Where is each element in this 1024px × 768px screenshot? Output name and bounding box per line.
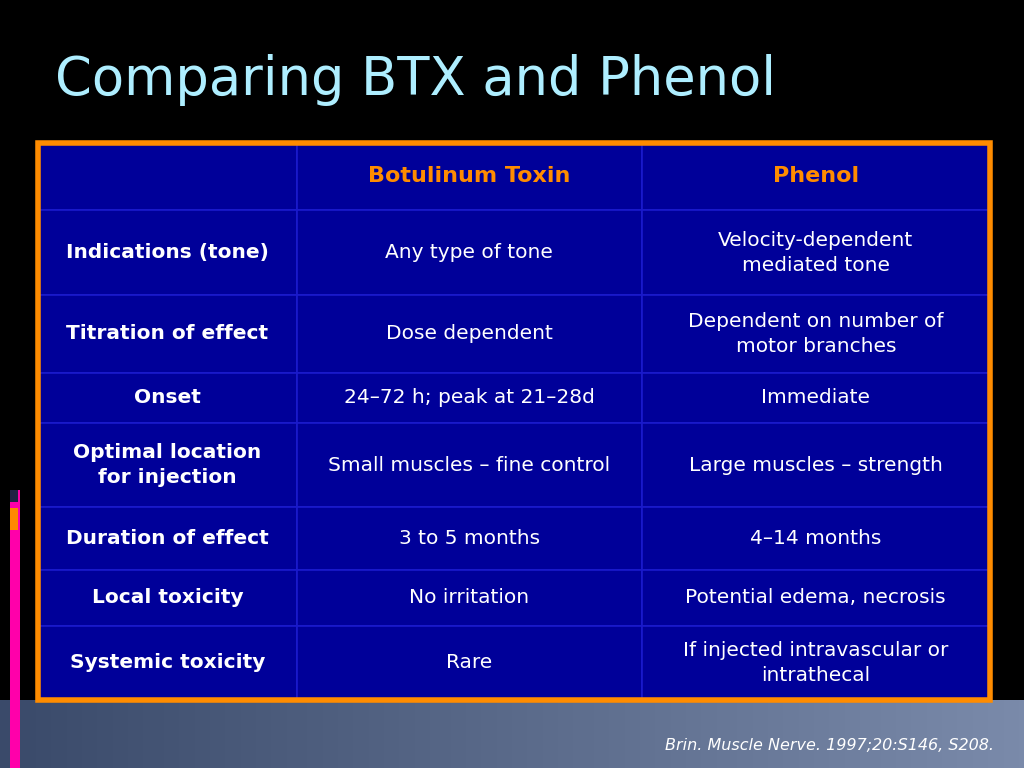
Text: Immediate: Immediate [761, 389, 870, 408]
Bar [38, 626, 297, 700]
Bar [38, 423, 297, 507]
Text: Titration of effect: Titration of effect [67, 324, 268, 343]
Bar [38, 570, 297, 626]
Text: Comparing BTX and Phenol: Comparing BTX and Phenol [55, 54, 776, 106]
Bar [297, 210, 642, 295]
Bar [297, 507, 642, 570]
Bar [642, 210, 990, 295]
Text: Indications (tone): Indications (tone) [66, 243, 269, 262]
Text: Systemic toxicity: Systemic toxicity [70, 654, 265, 672]
Bar [38, 295, 297, 372]
Bar [10, 490, 18, 502]
Text: Local toxicity: Local toxicity [92, 588, 244, 607]
Text: 3 to 5 months: 3 to 5 months [398, 529, 540, 548]
Text: Any type of tone: Any type of tone [385, 243, 553, 262]
Text: Optimal location
for injection: Optimal location for injection [74, 443, 261, 487]
Bar [642, 423, 990, 507]
Bar [10, 490, 20, 768]
Text: Potential edema, necrosis: Potential edema, necrosis [685, 588, 946, 607]
Bar [297, 295, 642, 372]
Text: Duration of effect: Duration of effect [67, 529, 269, 548]
Text: If injected intravascular or
intrathecal: If injected intravascular or intrathecal [683, 641, 948, 685]
Text: 4–14 months: 4–14 months [751, 529, 882, 548]
Text: Phenol: Phenol [773, 167, 859, 187]
Text: Dependent on number of
motor branches: Dependent on number of motor branches [688, 312, 943, 356]
Text: Small muscles – fine control: Small muscles – fine control [329, 455, 610, 475]
Bar [297, 626, 642, 700]
Text: Rare: Rare [446, 654, 493, 672]
Bar [297, 423, 642, 507]
Bar [297, 372, 642, 423]
Bar [38, 210, 297, 295]
Text: Brin. Muscle Nerve. 1997;20:S146, S208.: Brin. Muscle Nerve. 1997;20:S146, S208. [665, 739, 994, 753]
Bar [297, 143, 642, 210]
Text: Onset: Onset [134, 389, 201, 408]
Bar [38, 372, 297, 423]
Bar [642, 507, 990, 570]
Bar [642, 570, 990, 626]
Bar [642, 295, 990, 372]
Bar [38, 143, 297, 210]
Bar [297, 570, 642, 626]
Text: No irritation: No irritation [410, 588, 529, 607]
Text: Velocity-dependent
mediated tone: Velocity-dependent mediated tone [718, 230, 913, 274]
Bar [10, 508, 18, 530]
Text: Large muscles – strength: Large muscles – strength [689, 455, 943, 475]
Bar [642, 372, 990, 423]
Bar [38, 143, 990, 700]
Bar [642, 626, 990, 700]
Bar [38, 507, 297, 570]
Text: 24–72 h; peak at 21–28d: 24–72 h; peak at 21–28d [344, 389, 595, 408]
Text: Botulinum Toxin: Botulinum Toxin [368, 167, 570, 187]
Bar [642, 143, 990, 210]
Text: Dose dependent: Dose dependent [386, 324, 553, 343]
